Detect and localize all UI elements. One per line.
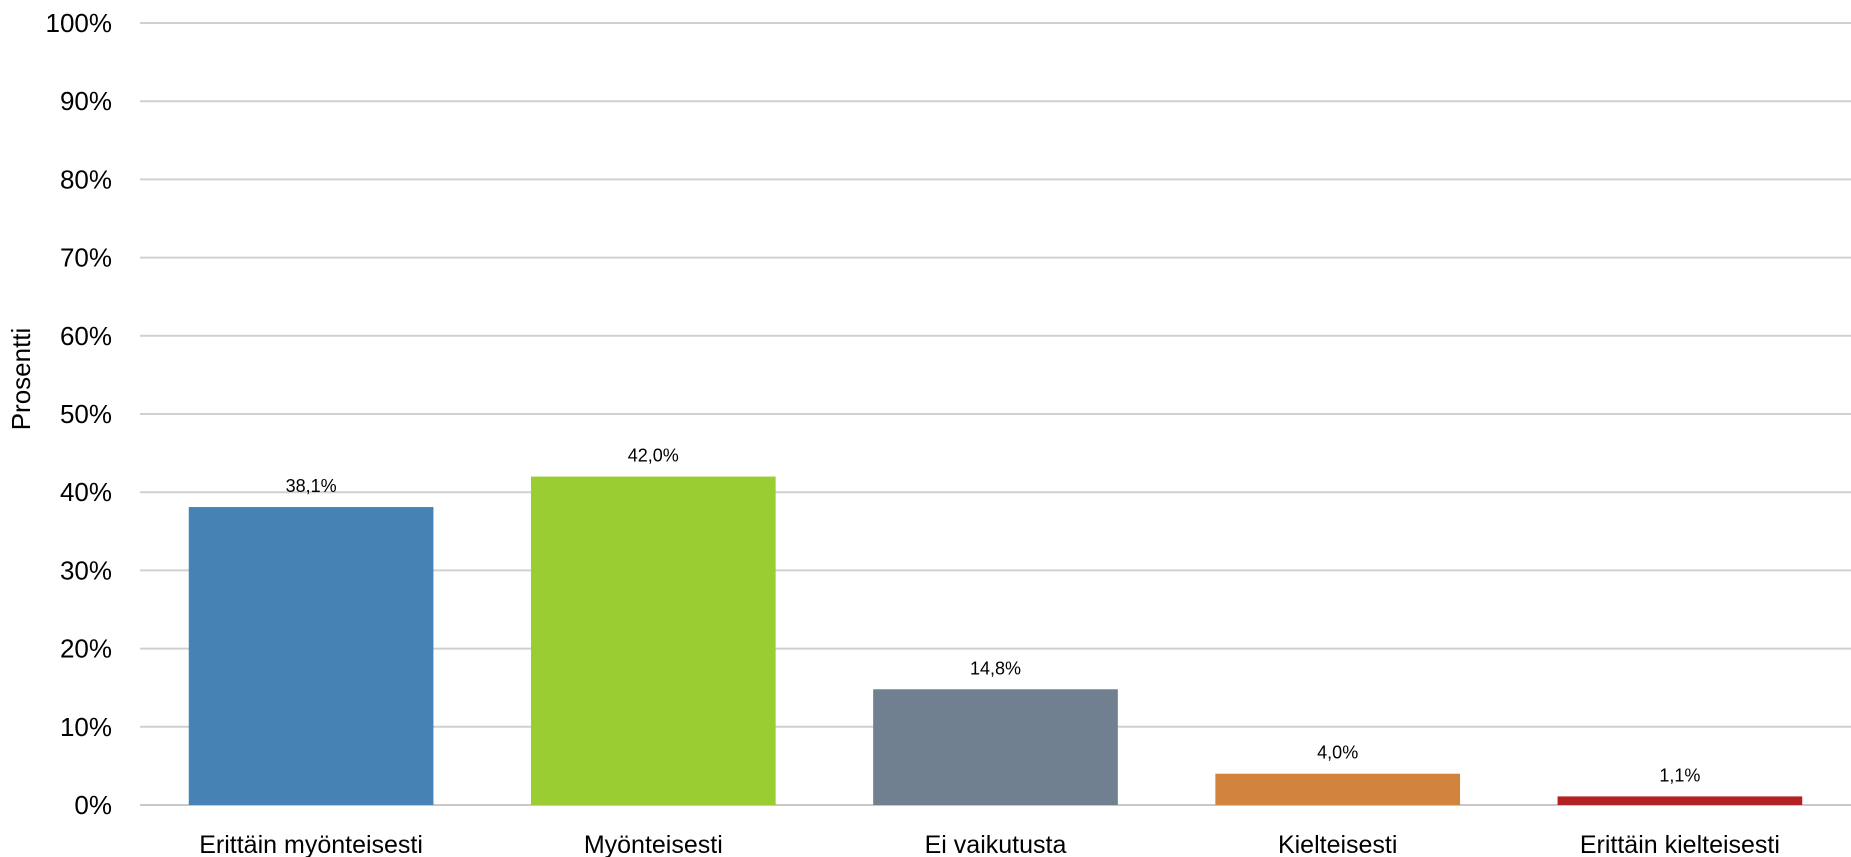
- y-tick-label: 0%: [74, 790, 112, 820]
- y-tick-label: 100%: [46, 8, 113, 38]
- bar: [873, 689, 1118, 805]
- data-label: 4,0%: [1317, 743, 1358, 763]
- data-label: 38,1%: [286, 476, 337, 496]
- y-axis-title: Prosentti: [6, 328, 36, 431]
- x-category-label: Ei vaikutusta: [925, 831, 1067, 857]
- bar: [530, 476, 776, 805]
- x-category-label: Erittäin kielteisesti: [1580, 831, 1780, 857]
- bar: [1215, 773, 1461, 805]
- y-tick-label: 90%: [60, 86, 112, 116]
- x-category-label: Kielteisesti: [1278, 831, 1398, 857]
- y-tick-label: 70%: [60, 243, 112, 273]
- y-axis-ticks: 0% 10% 20% 30% 40% 50% 60% 70% 80% 90% 100%: [46, 8, 113, 820]
- y-tick-label: 10%: [60, 712, 112, 742]
- x-category-label: Myönteisesti: [584, 831, 723, 857]
- y-tick-label: 20%: [60, 634, 112, 664]
- y-tick-label: 40%: [60, 477, 112, 507]
- y-tick-label: 50%: [60, 399, 112, 429]
- y-tick-label: 80%: [60, 164, 112, 194]
- bars: [188, 476, 1803, 805]
- data-label: 14,8%: [970, 658, 1021, 678]
- y-tick-label: 60%: [60, 321, 112, 351]
- x-category-label: Erittäin myönteisesti: [199, 831, 423, 857]
- y-tick-label: 30%: [60, 555, 112, 585]
- data-labels: 38,1% 42,0% 14,8% 4,0% 1,1%: [286, 446, 1701, 786]
- bar: [1557, 796, 1803, 805]
- x-axis-categories: Erittäin myönteisesti Myönteisesti Ei vaik…: [199, 831, 1780, 857]
- data-label: 42,0%: [628, 446, 679, 466]
- data-label: 1,1%: [1659, 765, 1700, 785]
- bar: [188, 507, 434, 805]
